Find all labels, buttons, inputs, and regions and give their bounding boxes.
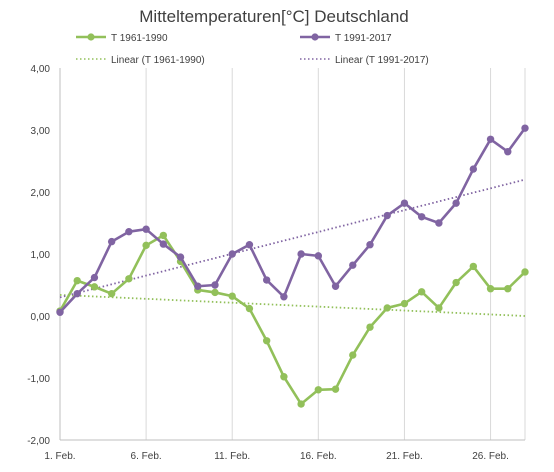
data-point bbox=[159, 240, 168, 248]
data-point bbox=[521, 268, 529, 276]
data-point bbox=[280, 373, 288, 381]
data-point bbox=[228, 292, 236, 300]
data-point bbox=[176, 253, 185, 261]
x-axis-tick-labels: 1. Feb. 6. Feb. 11. Feb. 16. Feb. 21. Feb. 26… bbox=[44, 451, 508, 462]
data-point bbox=[383, 211, 391, 220]
data-point bbox=[73, 276, 81, 285]
legend-item-t-1961-1990: T 1961-1990 bbox=[76, 33, 168, 44]
data-point bbox=[90, 283, 99, 291]
data-point bbox=[297, 250, 305, 258]
data-point bbox=[452, 278, 460, 287]
data-point bbox=[366, 323, 374, 331]
data-point bbox=[504, 148, 512, 156]
data-point bbox=[297, 400, 305, 408]
legend-swatch-marker bbox=[87, 33, 95, 41]
y-tick-label: 2,00 bbox=[31, 188, 51, 199]
y-axis-tick-labels: -2,00 -1,00 0,00 1,00 2,00 3,00 4,00 bbox=[27, 64, 50, 447]
data-point bbox=[486, 135, 495, 143]
data-point bbox=[504, 285, 512, 293]
x-tick-label: 1. Feb. bbox=[44, 451, 75, 462]
data-point bbox=[245, 241, 254, 249]
legend-item-linear-1991-2017: Linear (T 1991-2017) bbox=[300, 55, 429, 66]
data-point bbox=[314, 386, 323, 394]
data-point bbox=[125, 227, 133, 236]
data-point bbox=[194, 282, 202, 290]
data-point bbox=[469, 165, 478, 173]
data-point bbox=[73, 289, 81, 298]
x-tick-label: 6. Feb. bbox=[131, 451, 162, 462]
data-point bbox=[142, 241, 150, 250]
data-point bbox=[417, 213, 426, 221]
legend-swatch-marker bbox=[311, 33, 319, 41]
data-point bbox=[107, 237, 116, 246]
series-group bbox=[56, 124, 529, 316]
legend: T 1961-1990 T 1991-2017 Linear (T 1961-1… bbox=[76, 33, 429, 66]
data-point bbox=[331, 385, 340, 393]
legend-label: T 1991-2017 bbox=[335, 33, 392, 44]
y-tick-label: 3,00 bbox=[31, 126, 51, 137]
x-tick-label: 11. Feb. bbox=[214, 451, 250, 462]
data-point bbox=[469, 262, 478, 271]
y-tick-label: 4,00 bbox=[31, 64, 51, 75]
legend-label: T 1961-1990 bbox=[111, 33, 168, 44]
x-tick-label: 21. Feb. bbox=[386, 451, 423, 462]
series-line bbox=[58, 234, 526, 406]
data-point bbox=[435, 304, 443, 312]
data-point bbox=[314, 252, 323, 260]
trendlines bbox=[59, 178, 526, 317]
data-point bbox=[400, 299, 409, 308]
data-point bbox=[107, 289, 116, 298]
data-point bbox=[452, 199, 460, 207]
data-point bbox=[262, 337, 271, 345]
chart-title: Mitteltemperaturen[°C] Deutschland bbox=[139, 7, 408, 26]
data-point bbox=[417, 288, 426, 296]
y-tick-label: 1,00 bbox=[31, 250, 51, 261]
data-point bbox=[245, 304, 254, 313]
axes bbox=[59, 68, 525, 441]
legend-item-t-1991-2017: T 1991-2017 bbox=[300, 33, 392, 44]
data-point bbox=[262, 276, 271, 284]
series bbox=[56, 124, 529, 408]
y-tick-label: -2,00 bbox=[27, 436, 50, 447]
y-tick-label: 0,00 bbox=[31, 312, 51, 323]
data-point bbox=[211, 281, 219, 289]
data-point bbox=[90, 273, 99, 282]
y-tick-label: -1,00 bbox=[27, 374, 50, 385]
data-point bbox=[349, 351, 357, 359]
trendline bbox=[59, 294, 526, 317]
gridlines bbox=[145, 68, 526, 440]
series-group bbox=[56, 231, 529, 408]
data-point bbox=[228, 250, 236, 258]
data-point bbox=[521, 124, 529, 132]
series-line bbox=[59, 127, 527, 314]
data-point bbox=[142, 225, 150, 233]
legend-label: Linear (T 1991-2017) bbox=[335, 55, 429, 66]
x-tick-label: 26. Feb. bbox=[472, 451, 509, 462]
data-point bbox=[366, 241, 374, 249]
data-point bbox=[211, 288, 219, 297]
x-tick-label: 16. Feb. bbox=[300, 451, 337, 462]
data-point bbox=[331, 282, 340, 290]
data-point bbox=[400, 199, 409, 207]
legend-item-linear-1961-1990: Linear (T 1961-1990) bbox=[76, 55, 205, 66]
legend-label: Linear (T 1961-1990) bbox=[111, 55, 205, 66]
data-point bbox=[486, 285, 495, 293]
data-point bbox=[435, 219, 443, 227]
data-point bbox=[125, 275, 133, 283]
data-point bbox=[383, 304, 391, 312]
data-point bbox=[159, 231, 168, 240]
data-point bbox=[280, 293, 288, 301]
data-point bbox=[349, 261, 357, 269]
data-point bbox=[56, 308, 64, 316]
